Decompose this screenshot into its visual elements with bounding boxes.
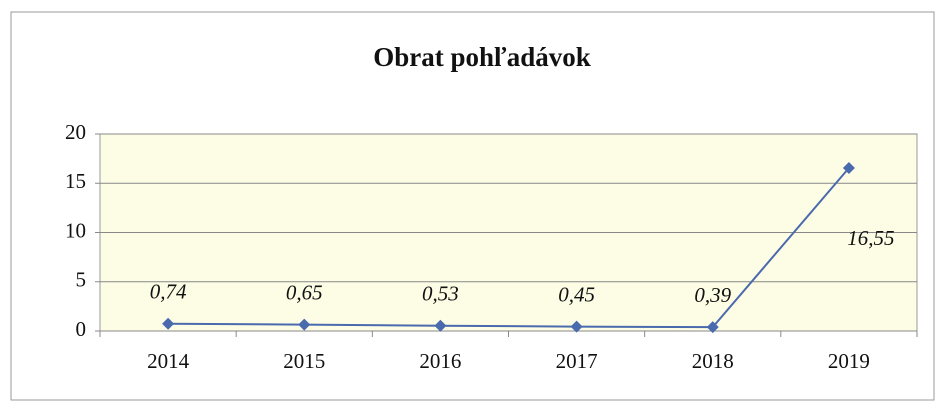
value-label: 0,39 — [694, 283, 731, 307]
value-label: 16,55 — [847, 226, 894, 250]
value-label: 0,74 — [150, 280, 187, 304]
value-label: 0,65 — [286, 280, 323, 304]
marker — [842, 161, 855, 174]
x-tick-label: 2019 — [828, 349, 870, 373]
marker — [298, 318, 311, 331]
x-tick-label: 2018 — [692, 349, 734, 373]
y-tick-label: 20 — [65, 120, 86, 144]
chart-title: Obrat pohľadávok — [373, 42, 590, 72]
y-tick-label: 15 — [65, 169, 86, 193]
marker — [162, 317, 175, 330]
y-tick-label: 0 — [76, 317, 87, 341]
y-tick-label: 5 — [76, 268, 87, 292]
y-tick-label: 10 — [65, 218, 86, 242]
marker — [434, 319, 447, 332]
value-label: 0,53 — [422, 282, 459, 306]
marker — [570, 320, 583, 333]
x-tick-label: 2017 — [556, 349, 598, 373]
x-tick-label: 2015 — [283, 349, 325, 373]
x-tick-label: 2014 — [147, 349, 190, 373]
line — [168, 167, 850, 329]
marker — [706, 321, 719, 334]
value-label: 0,45 — [558, 282, 595, 306]
x-tick-label: 2016 — [419, 349, 461, 373]
